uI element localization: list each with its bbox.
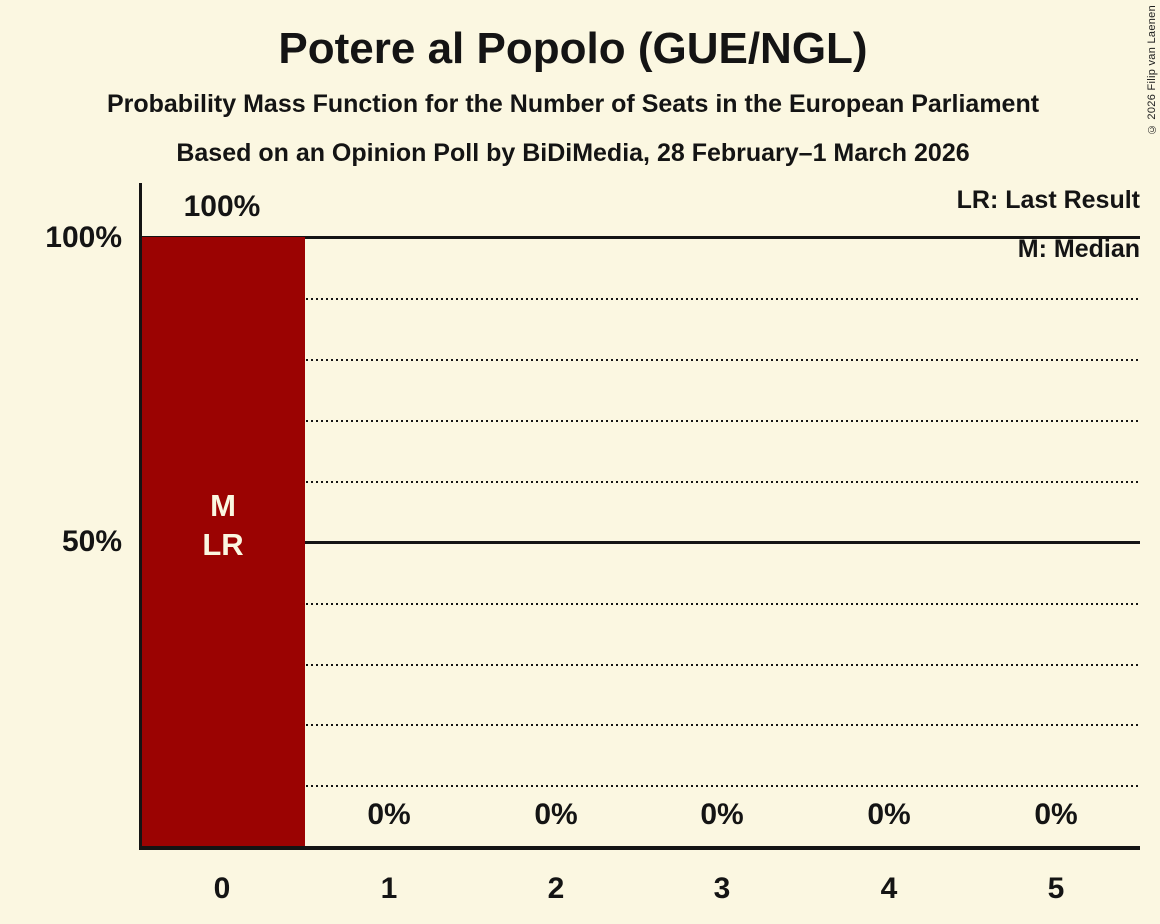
x-tick-label-2: 2 [547,872,565,905]
x-axis-line [139,846,1140,850]
value-label-seats-1: 0% [367,798,411,831]
gridline-dotted-70 [141,420,1140,422]
gridline-dotted-60 [141,481,1140,483]
copyright-notice: © 2026 Filip van Laenen [1146,5,1158,136]
bar-annotation-median-lastresult: M LR [141,486,305,564]
gridline-solid-100 [141,236,1140,239]
value-label-seats-3: 0% [700,798,744,831]
chart-subtitle: Probability Mass Function for the Number… [106,90,1040,118]
gridline-dotted-90 [141,298,1140,300]
x-tick-label-1: 1 [380,872,398,905]
bar-seats-0 [141,237,305,849]
value-label-seats-0: 100% [183,190,261,223]
y-tick-label-50: 50% [61,525,122,558]
gridline-dotted-30 [141,664,1140,666]
legend-median: M: Median [1017,235,1140,263]
x-tick-label-3: 3 [713,872,731,905]
median-marker-label: M [210,488,236,523]
gridline-dotted-80 [141,359,1140,361]
value-label-seats-4: 0% [867,798,911,831]
x-tick-label-4: 4 [880,872,898,905]
y-tick-label-100: 100% [45,221,122,254]
gridline-dotted-40 [141,603,1140,605]
gridline-dotted-20 [141,724,1140,726]
x-tick-label-5: 5 [1047,872,1065,905]
value-label-seats-5: 0% [1034,798,1078,831]
value-label-seats-2: 0% [534,798,578,831]
last-result-marker-label: LR [202,527,244,562]
y-axis-line [139,183,142,850]
chart-title: Potere al Popolo (GUE/NGL) [278,24,868,73]
gridline-solid-50 [141,541,1140,544]
chart-source-line: Based on an Opinion Poll by BiDiMedia, 2… [176,139,970,167]
x-tick-label-0: 0 [213,872,231,905]
legend-last-result: LR: Last Result [956,186,1140,214]
gridline-dotted-10 [141,785,1140,787]
